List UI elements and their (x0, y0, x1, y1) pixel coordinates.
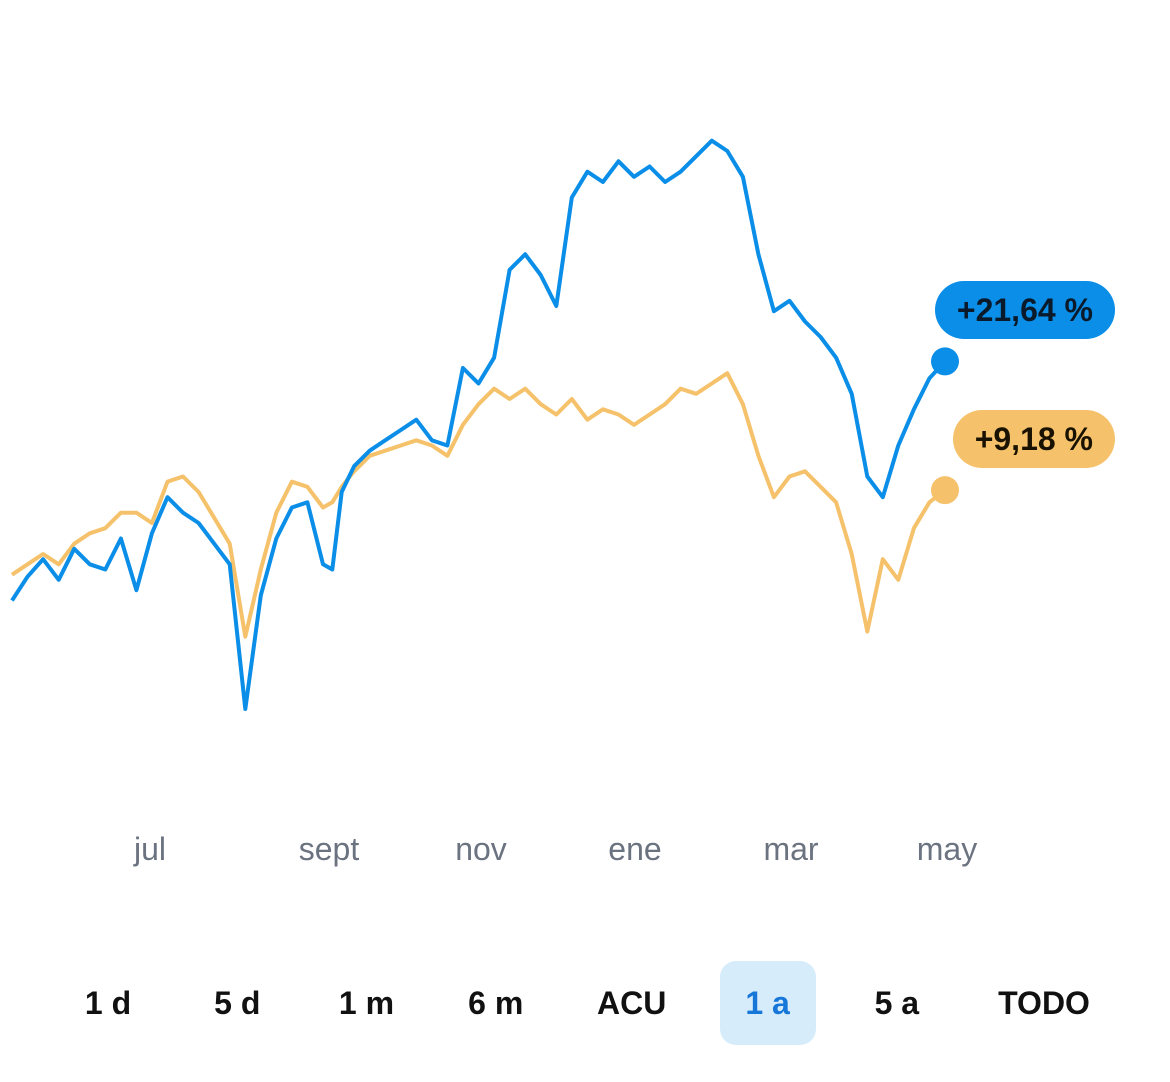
x-tick-label: ene (608, 831, 661, 867)
range-button-6m[interactable]: 6 m (468, 984, 524, 1021)
series-end-dot-1 (931, 347, 959, 376)
series-line-1 (10, 138, 947, 711)
range-button-all[interactable]: TODO (998, 984, 1090, 1021)
x-tick-label: may (917, 831, 977, 867)
x-tick-label: jul (133, 831, 166, 867)
x-tick-label: sept (299, 831, 360, 867)
chart-svg: jul sept nov ene mar may (10, 138, 977, 867)
x-tick-label: mar (763, 831, 818, 867)
x-tick-label: nov (455, 831, 507, 867)
range-button-5y[interactable]: 5 a (874, 984, 920, 1021)
time-range-selector: 1 d 5 d 1 m 6 m ACU 1 a 5 a TODO (60, 960, 1110, 1046)
range-button-1m[interactable]: 1 m (338, 984, 395, 1021)
series-2-end-label: +9,18 % (952, 410, 1115, 469)
comparison-chart: jul sept nov ene mar may +21,64 % +9,18 % (10, 138, 1115, 867)
series-1-end-label: +21,64 % (934, 281, 1115, 340)
range-button-5d[interactable]: 5 d (214, 984, 261, 1021)
range-button-1d[interactable]: 1 d (84, 984, 132, 1021)
series-end-dot-2 (931, 476, 959, 505)
range-button-1y[interactable]: 1 a (719, 961, 816, 1045)
series-line-2 (10, 371, 947, 639)
range-button-ytd[interactable]: ACU (597, 984, 667, 1021)
